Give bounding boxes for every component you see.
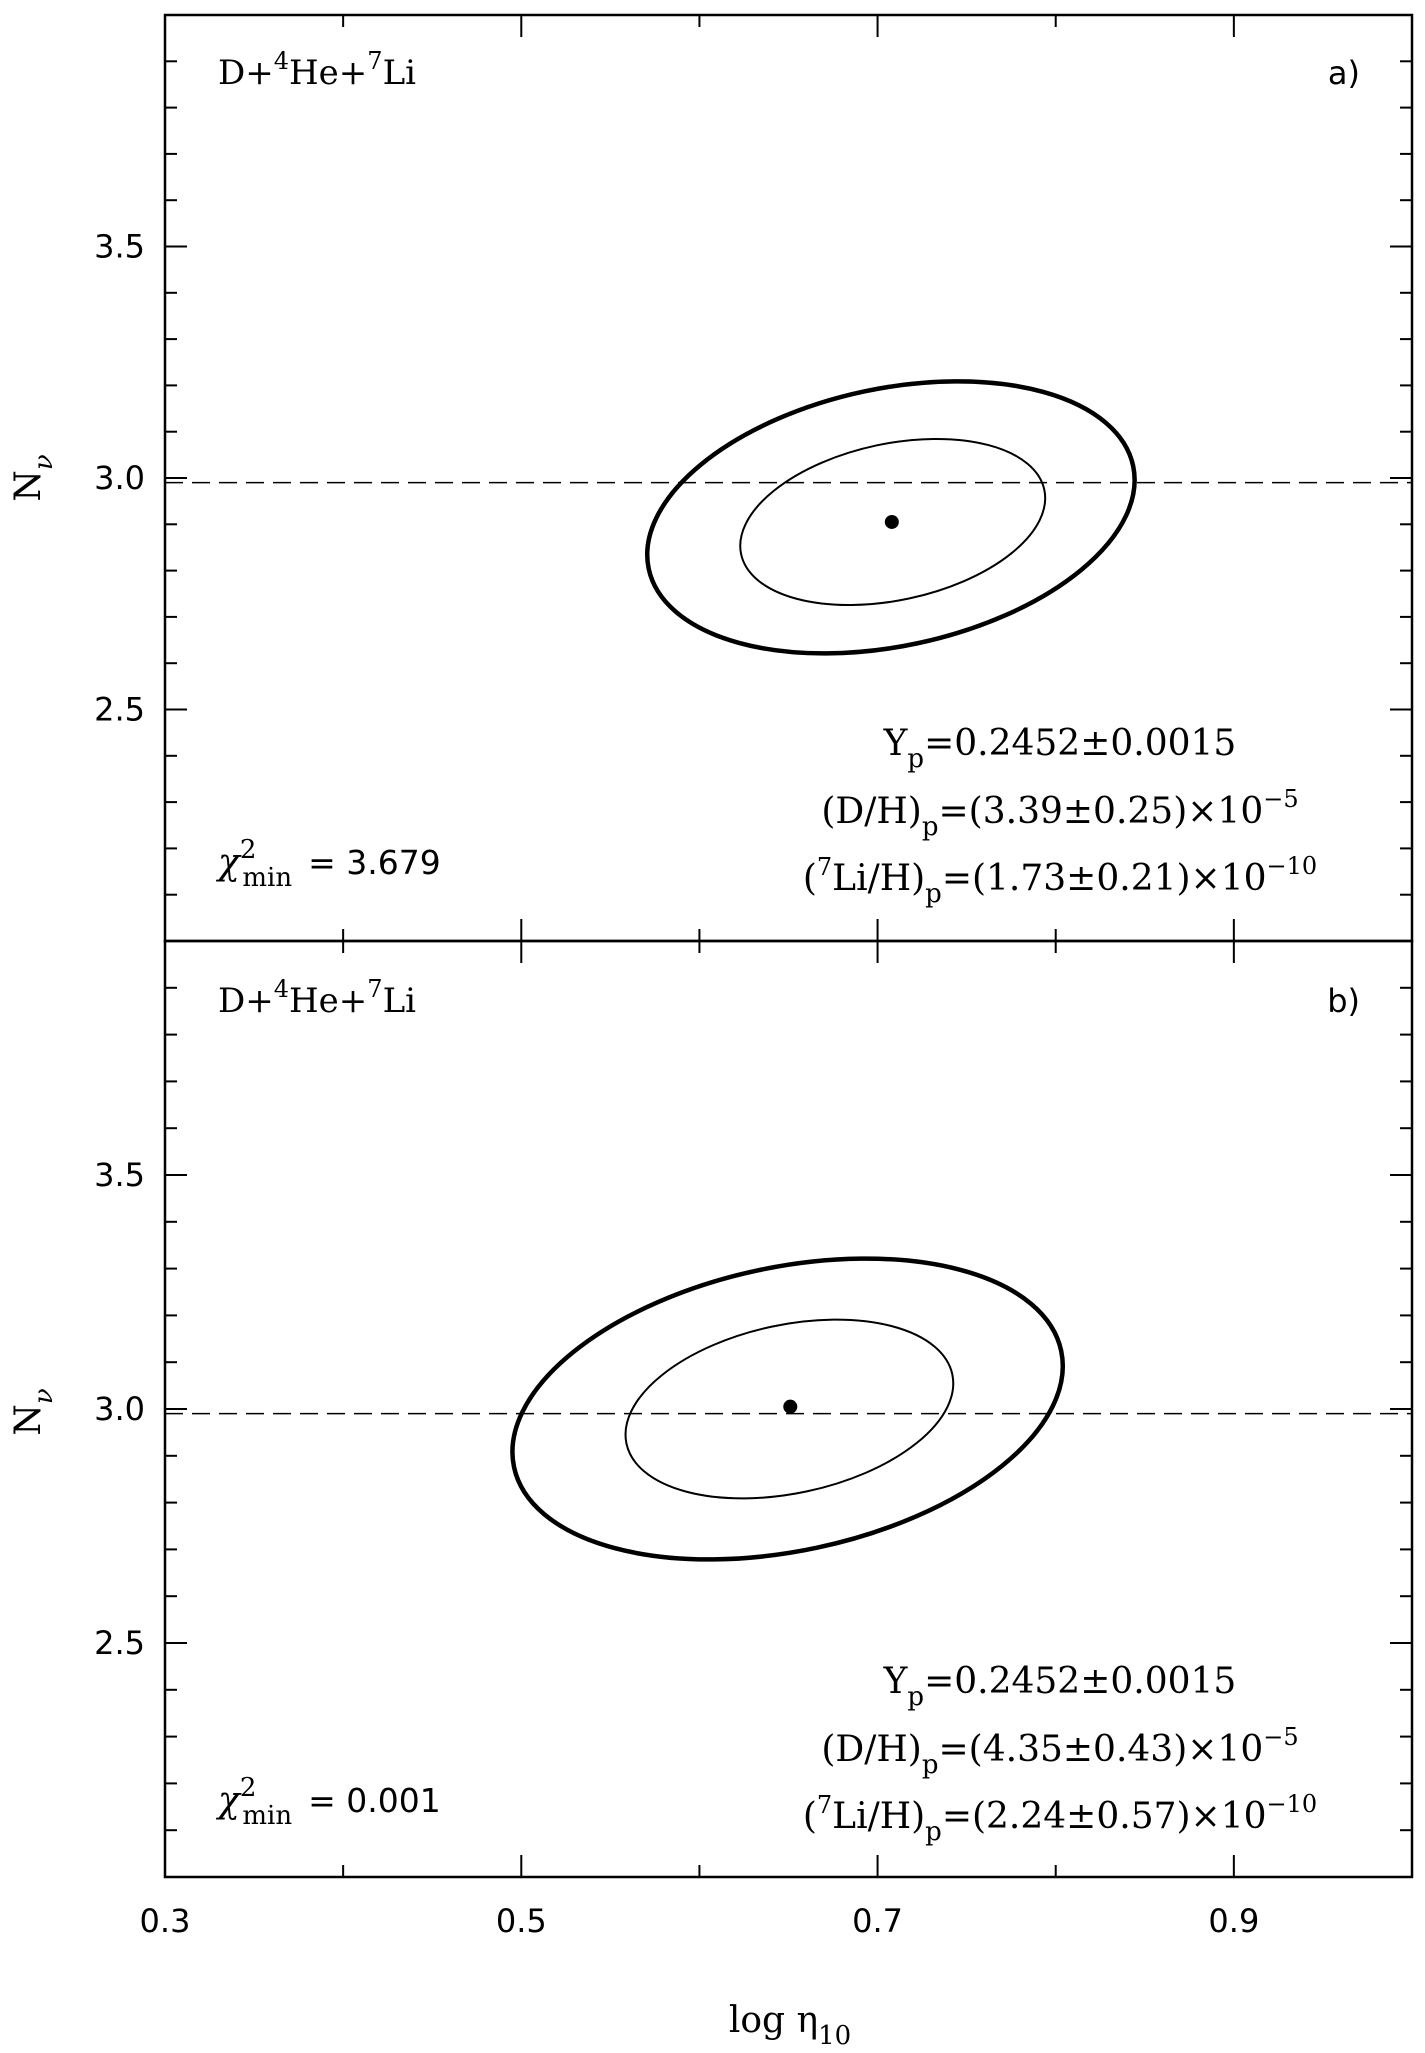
panel-label: a) [1328,54,1360,92]
panel-b: 2.5 3.0 3.5 D+4He+7Li b) χ2 min = 0.001 Yp=0… [8,939,1414,1879]
dataset-label: D+4He+7Li [218,47,416,93]
li-annotation: (7Li/H)p=(1.73±0.21)×10−10 [803,852,1317,909]
confidence-contours [510,1256,1066,1562]
best-fit-point [884,514,899,529]
li-annotation: (7Li/H)p=(2.24±0.57)×10−10 [803,1790,1317,1847]
x-tick-label: 0.7 [852,1902,903,1940]
x-tick-labels: 0.3 0.5 0.7 0.9 [140,1902,1260,1940]
y-tick-labels: 2.5 3.0 3.5 [94,228,145,729]
panel-a: 2.5 3.0 3.5 D+4He+7Li a) χ2 min = 3.679 Yp=0… [8,13,1414,943]
chi2-min-label: χ2 min = 3.679 [215,835,441,893]
x-tick-label: 0.9 [1208,1902,1259,1940]
axis-ticks [164,941,1413,1877]
confidence-contours [645,379,1137,656]
inner-contour [624,1318,955,1500]
outer-contour [645,379,1137,656]
dh-annotation: (D/H)p=(3.39±0.25)×10−5 [821,785,1298,842]
chi2-min-label: χ2 min = 0.001 [215,1773,441,1831]
x-tick-label: 0.5 [496,1902,547,1940]
y-tick-labels: 2.5 3.0 3.5 [94,1156,145,1662]
y-tick-label: 3.5 [94,228,145,266]
y-tick-label: 2.5 [94,691,145,729]
dh-annotation: (D/H)p=(4.35±0.43)×10−5 [821,1723,1298,1780]
yp-annotation: Yp=0.2452±0.0015 [883,723,1237,774]
x-tick-label: 0.3 [140,1902,191,1940]
dataset-label: D+4He+7Li [218,975,416,1021]
yp-annotation: Yp=0.2452±0.0015 [883,1661,1237,1712]
inner-contour [739,437,1047,607]
axis-ticks [164,15,1413,941]
x-axis-label: log η10 [729,2000,851,2051]
y-axis-label: Nν [8,454,59,502]
panel-label: b) [1327,982,1360,1020]
y-axis-label: Nν [8,1388,59,1436]
y-tick-label: 3.5 [94,1156,145,1194]
best-fit-point [783,1399,798,1414]
y-tick-label: 3.0 [94,459,145,497]
y-tick-label: 3.0 [94,1390,145,1428]
y-tick-label: 2.5 [94,1624,145,1662]
outer-contour [510,1256,1066,1562]
